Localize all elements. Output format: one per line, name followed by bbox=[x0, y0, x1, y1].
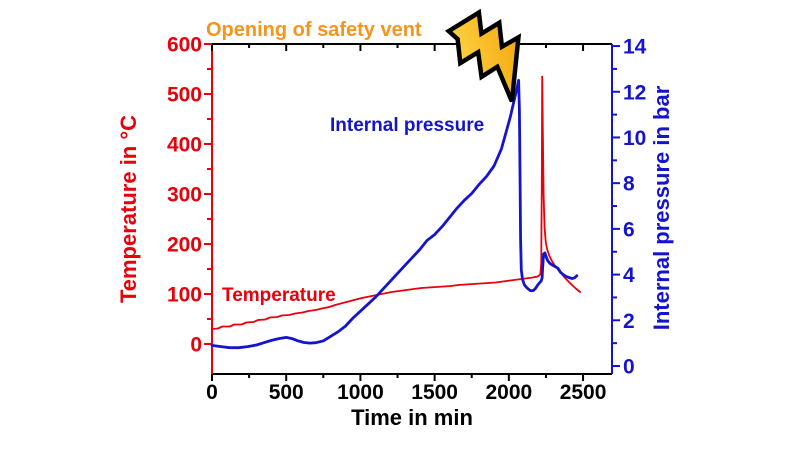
x-tick-label: 1000 bbox=[337, 381, 384, 404]
right-tick-label: 10 bbox=[623, 127, 646, 150]
pressure-series-label: Internal pressure bbox=[330, 115, 484, 136]
left-tick-label: 200 bbox=[167, 234, 202, 257]
right-tick-label: 12 bbox=[623, 81, 646, 104]
left-tick-label: 300 bbox=[167, 184, 202, 207]
temperature-series-line bbox=[211, 75, 581, 330]
left-tick-label: 500 bbox=[167, 84, 202, 107]
left-tick-label: 400 bbox=[167, 134, 202, 157]
x-tick-label: 2500 bbox=[560, 381, 607, 404]
right-tick-label: 2 bbox=[623, 310, 635, 333]
right-tick-label: 14 bbox=[623, 36, 647, 59]
x-tick-label: 0 bbox=[206, 381, 218, 404]
data-series bbox=[210, 75, 581, 350]
axis-ticks bbox=[204, 43, 620, 381]
x-axis-title: Time in min bbox=[351, 405, 473, 430]
left-tick-label: 0 bbox=[190, 334, 202, 357]
x-tick-label: 2000 bbox=[485, 381, 532, 404]
x-tick-label: 500 bbox=[269, 381, 304, 404]
right-tick-label: 6 bbox=[623, 218, 635, 241]
left-tick-label: 100 bbox=[167, 284, 202, 307]
right-tick-label: 4 bbox=[623, 264, 635, 287]
left-axis-title: Temperature in °C bbox=[116, 115, 141, 303]
right-axis-title: Internal pressure in bar bbox=[649, 85, 674, 330]
x-tick-label: 1500 bbox=[411, 381, 458, 404]
pressure-series-line bbox=[210, 78, 579, 350]
annotation-opening-safety-vent: Opening of safety vent bbox=[206, 19, 422, 41]
right-tick-label: 0 bbox=[623, 356, 635, 379]
axis-tick-labels: 0 500 1000 1500 2000 2500 0 100 200 300 400 500 600 0… bbox=[167, 34, 647, 405]
plot-frame bbox=[211, 43, 613, 375]
temperature-series-label: Temperature bbox=[222, 285, 336, 306]
right-tick-label: 8 bbox=[623, 173, 635, 196]
left-tick-label: 600 bbox=[167, 34, 202, 57]
lightning-bolt-icon bbox=[444, 8, 522, 103]
lightning-bolt-shape bbox=[444, 8, 522, 103]
